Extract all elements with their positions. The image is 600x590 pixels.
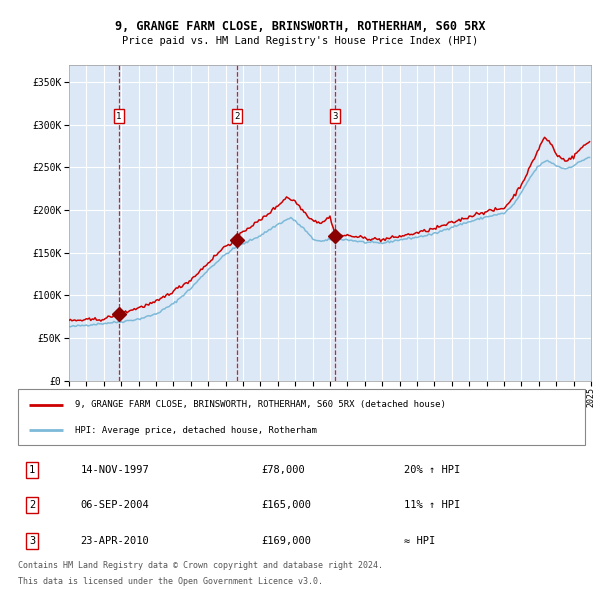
Text: 23-APR-2010: 23-APR-2010	[80, 536, 149, 546]
Text: 20% ↑ HPI: 20% ↑ HPI	[404, 466, 460, 475]
Text: 3: 3	[29, 536, 35, 546]
Text: 1: 1	[29, 466, 35, 475]
Text: 06-SEP-2004: 06-SEP-2004	[80, 500, 149, 510]
Text: 11% ↑ HPI: 11% ↑ HPI	[404, 500, 460, 510]
Text: £165,000: £165,000	[262, 500, 312, 510]
Text: Contains HM Land Registry data © Crown copyright and database right 2024.: Contains HM Land Registry data © Crown c…	[18, 561, 383, 571]
Text: 9, GRANGE FARM CLOSE, BRINSWORTH, ROTHERHAM, S60 5RX (detached house): 9, GRANGE FARM CLOSE, BRINSWORTH, ROTHER…	[75, 400, 446, 409]
Text: Price paid vs. HM Land Registry's House Price Index (HPI): Price paid vs. HM Land Registry's House …	[122, 37, 478, 46]
Text: 2: 2	[235, 112, 240, 120]
Text: HPI: Average price, detached house, Rotherham: HPI: Average price, detached house, Roth…	[75, 426, 317, 435]
Text: 9, GRANGE FARM CLOSE, BRINSWORTH, ROTHERHAM, S60 5RX: 9, GRANGE FARM CLOSE, BRINSWORTH, ROTHER…	[115, 20, 485, 33]
Text: 1: 1	[116, 112, 122, 120]
Text: £78,000: £78,000	[262, 466, 305, 475]
Text: 3: 3	[333, 112, 338, 120]
Text: ≈ HPI: ≈ HPI	[404, 536, 435, 546]
Text: £169,000: £169,000	[262, 536, 312, 546]
Text: 2: 2	[29, 500, 35, 510]
Text: 14-NOV-1997: 14-NOV-1997	[80, 466, 149, 475]
Text: This data is licensed under the Open Government Licence v3.0.: This data is licensed under the Open Gov…	[18, 576, 323, 586]
